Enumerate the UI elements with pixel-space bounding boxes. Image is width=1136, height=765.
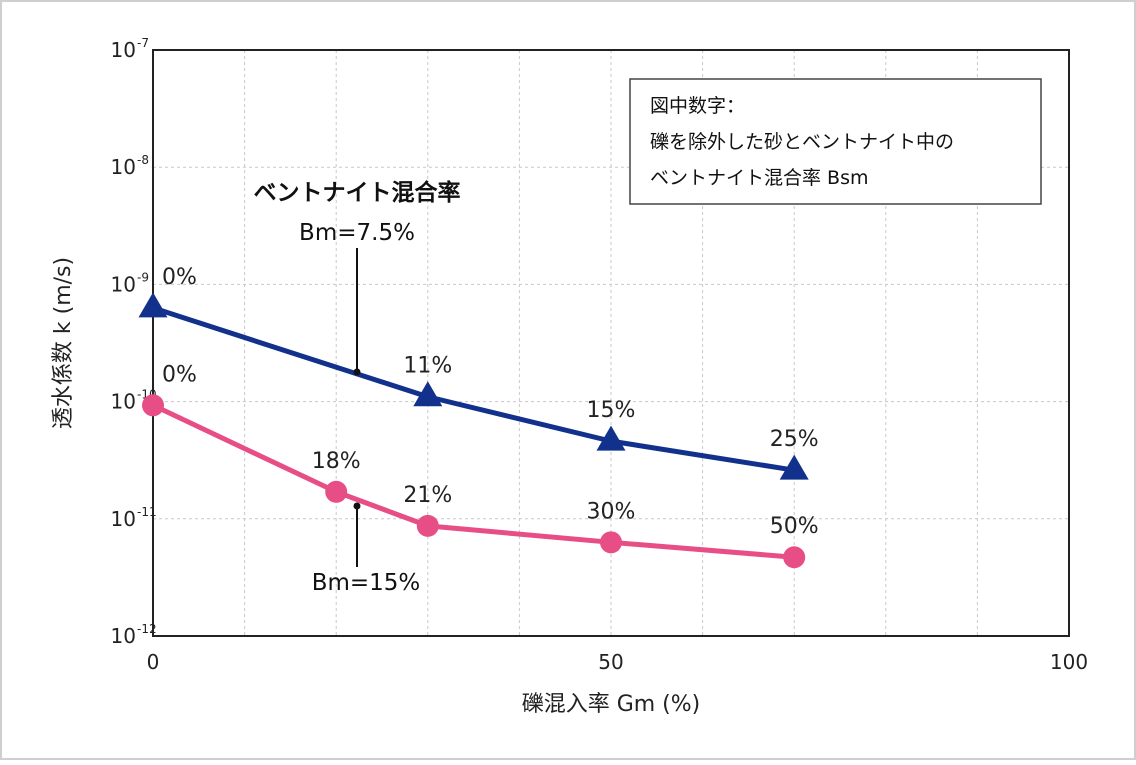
y-tick-label: 10 — [111, 272, 136, 296]
series-group: 0% 18% 21% 30% 50% — [142, 362, 819, 569]
legend-box: 図中数字： 礫を除外した砂とベントナイト中の ベントナイト混合率 Bsm — [629, 78, 1042, 205]
annotation-dot-2 — [353, 502, 361, 510]
y-tick-label: 10 — [111, 390, 136, 414]
legend-line-1: 図中数字： — [650, 95, 745, 117]
data-label: 0% — [162, 362, 197, 387]
y-tick-exponent: -7 — [137, 36, 149, 50]
data-point-triangle — [779, 454, 809, 480]
y-tick-exponent: -9 — [137, 270, 149, 284]
data-label: 50% — [770, 514, 819, 539]
data-point-triangle — [413, 381, 443, 407]
legend-line-3: ベントナイト混合率 Bsm — [650, 167, 868, 189]
data-point-circle — [142, 394, 164, 417]
series-group: 0% 11% 15% 25% — [138, 265, 819, 480]
data-label: 30% — [587, 499, 636, 524]
data-point-circle — [325, 480, 348, 503]
x-tick-label: 100 — [1050, 650, 1088, 674]
data-point-circle — [783, 546, 806, 569]
y-tick-label: 10 — [111, 507, 136, 531]
legend-frame — [629, 78, 1042, 205]
data-point-triangle — [138, 292, 168, 318]
x-tick-label: 0 — [147, 650, 160, 674]
plot-area — [152, 49, 1070, 637]
x-axis-label: 礫混入率 Gm (%) — [522, 692, 701, 717]
y-tick-label: 10 — [111, 624, 136, 648]
data-label: 21% — [403, 483, 452, 508]
annotation-dot-1 — [353, 368, 361, 376]
y-tick-exponent: -12 — [137, 622, 157, 636]
series: 0% 11% 15% 25% 0% 18% 21% 30% 50% — [138, 265, 819, 569]
series-line — [152, 305, 795, 473]
annotation-series-2: Bm=15% — [312, 570, 421, 596]
data-label: 18% — [312, 449, 361, 474]
data-label: 25% — [770, 427, 819, 452]
x-tick-label: 50 — [598, 650, 623, 674]
data-label: 15% — [587, 398, 636, 423]
data-point-triangle — [596, 425, 626, 451]
data-label: 11% — [403, 354, 452, 379]
annotation-series-1: Bm=7.5% — [299, 220, 415, 246]
y-tick-exponent: -8 — [137, 153, 149, 167]
annotation: ベントナイト混合率 Bm=7.5% Bm=15% — [254, 179, 461, 596]
y-tick-label: 10 — [111, 38, 136, 62]
data-point-circle — [416, 514, 439, 537]
data-label: 0% — [162, 265, 197, 290]
y-tick-exponent: -11 — [137, 505, 157, 519]
legend-line-2: 礫を除外した砂とベントナイト中の — [650, 131, 954, 153]
annotation-title: ベントナイト混合率 — [254, 179, 461, 206]
y-tick-label: 10 — [111, 155, 136, 179]
y-axis-label: 透水係数 k (m/s) — [51, 257, 76, 429]
grid — [153, 50, 1069, 636]
data-point-circle — [600, 531, 622, 554]
